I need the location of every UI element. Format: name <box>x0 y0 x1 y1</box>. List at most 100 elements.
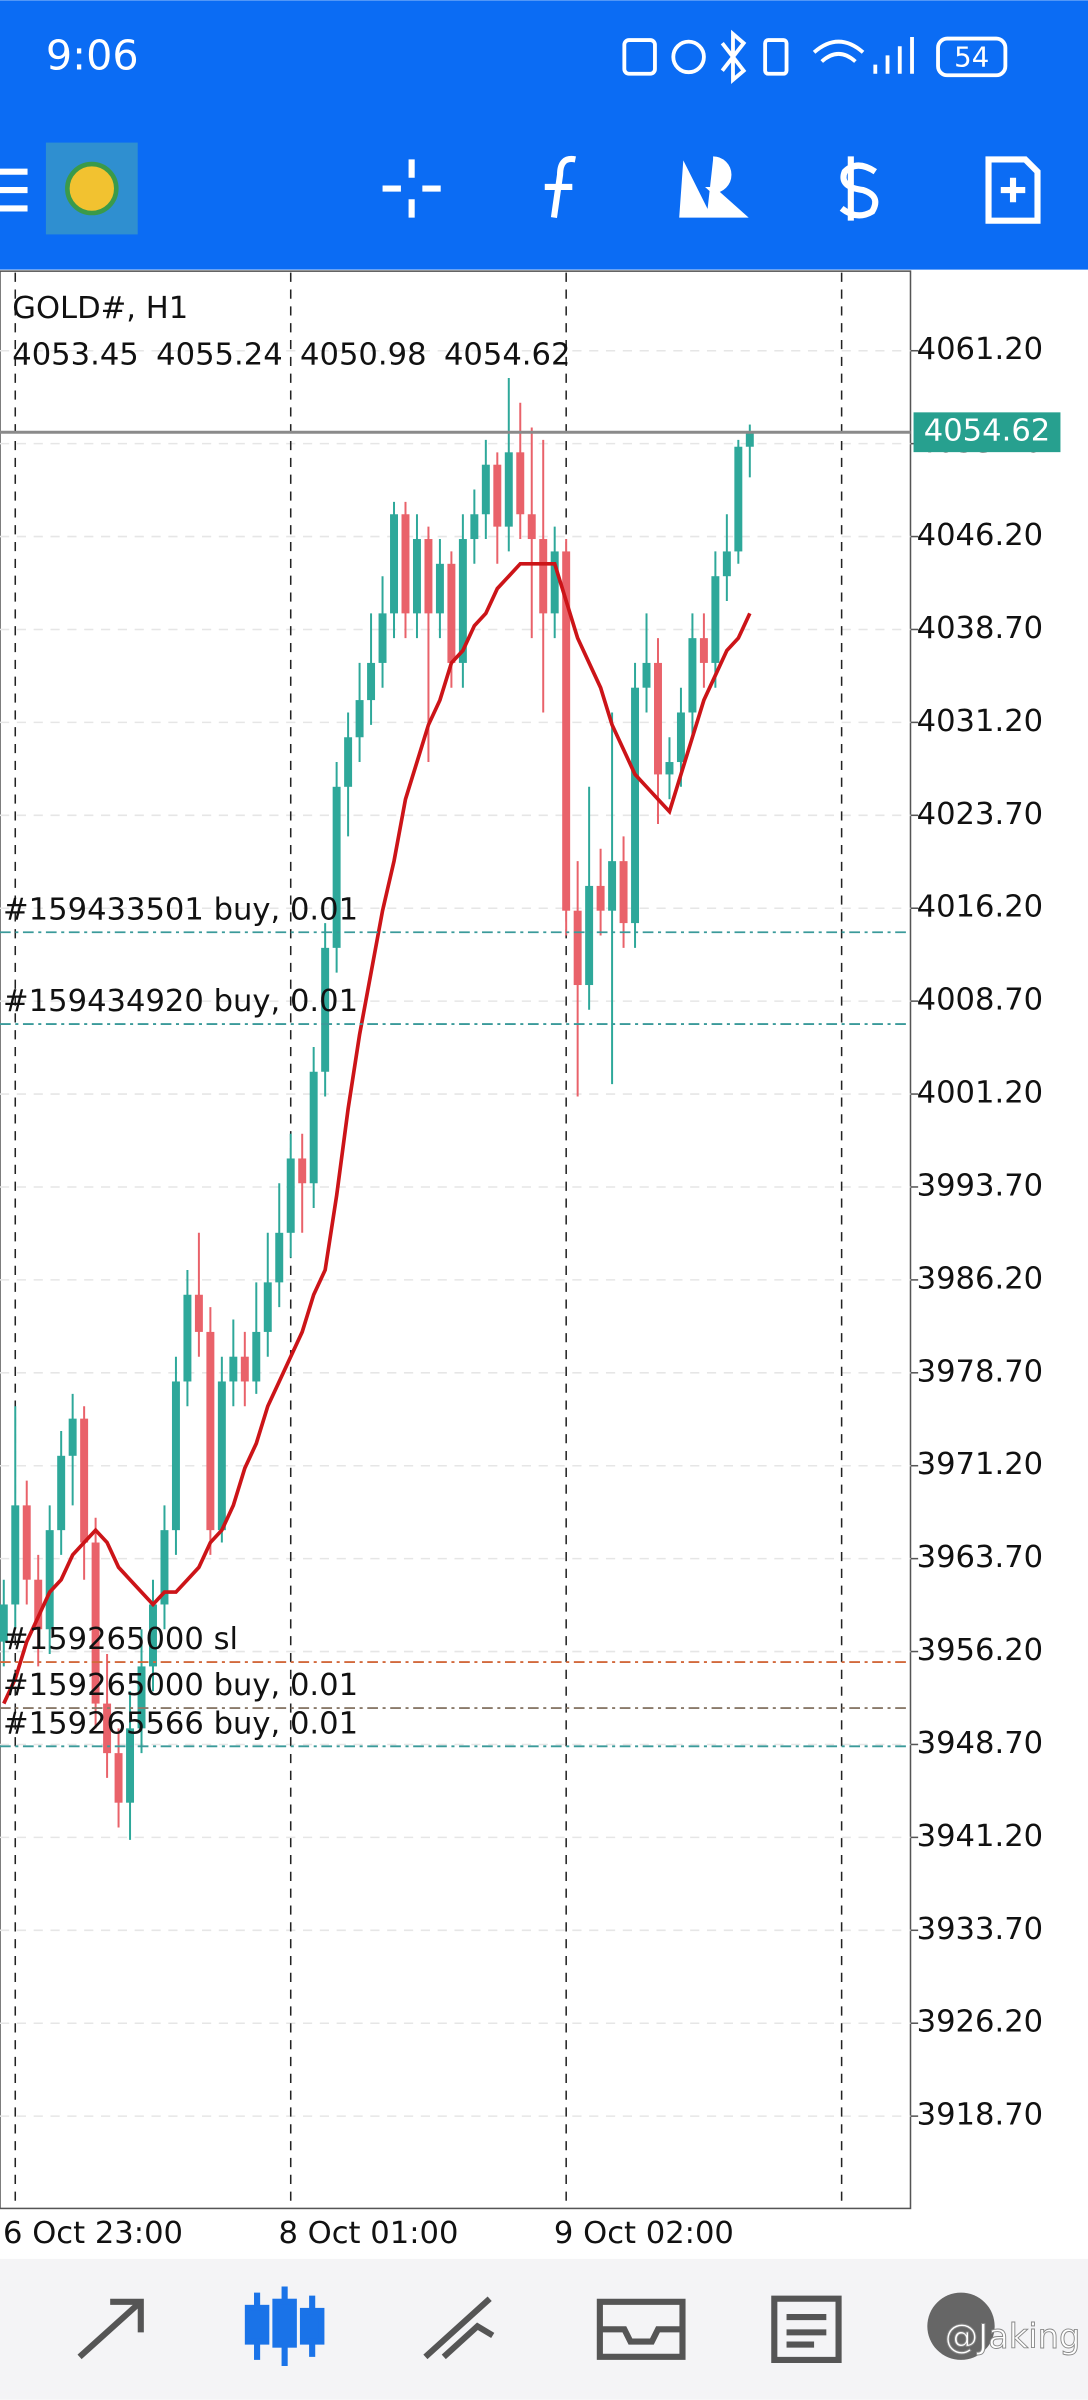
candle-body <box>355 700 364 738</box>
top-bar <box>0 0 1088 270</box>
candle-body <box>458 539 467 663</box>
y-tick-label: 4008.70 <box>917 983 1044 1018</box>
quotes-tab[interactable] <box>77 2298 144 2360</box>
crosshair-button[interactable] <box>382 159 441 218</box>
candle-body <box>470 514 479 540</box>
candle-body <box>149 1604 157 1667</box>
y-tick-label: 4023.70 <box>917 797 1044 832</box>
candle-body <box>654 662 662 775</box>
candle-body <box>504 452 513 527</box>
candle-body <box>711 576 720 663</box>
y-tick-label: 3986.20 <box>917 1261 1044 1296</box>
candle-body <box>367 662 376 701</box>
candle-body <box>171 1381 180 1531</box>
candle-body <box>493 464 502 527</box>
candle-body <box>665 762 674 775</box>
candle-body <box>321 947 330 1072</box>
candle-body <box>206 1331 215 1531</box>
y-tick-label: 3926.20 <box>917 2005 1044 2040</box>
x-tick-label: 6 Oct 23:00 <box>3 2216 183 2251</box>
candle-body <box>229 1356 238 1382</box>
order-label: #159265000 sl <box>3 1622 238 1657</box>
candle-body <box>194 1294 203 1332</box>
news-tab[interactable] <box>771 2295 842 2363</box>
candle-body <box>252 1331 261 1382</box>
watermark: @Jaking <box>945 2317 1081 2356</box>
chart-title: GOLD#, H1 <box>12 291 188 326</box>
y-tick-label: 3956.20 <box>917 1633 1044 1668</box>
candle-body <box>240 1356 249 1382</box>
candle-body <box>481 464 490 515</box>
bottom-nav-icons <box>77 2286 995 2367</box>
candle-body <box>424 539 433 614</box>
plot-area <box>0 270 912 2210</box>
history-tab[interactable] <box>596 2298 686 2360</box>
candle-body <box>0 1604 8 1642</box>
indicators-button[interactable] <box>544 155 576 219</box>
y-tick-label: 3978.70 <box>917 1354 1044 1389</box>
candle-body <box>676 712 685 763</box>
objects-button[interactable] <box>679 156 749 218</box>
candle-body <box>539 539 548 614</box>
ohlc-readout: 4053.45 4055.24 4050.98 4054.62 <box>12 337 570 372</box>
candle-body <box>527 514 536 540</box>
order-label: #159265566 buy, 0.01 <box>3 1706 358 1741</box>
candle-body <box>516 452 525 515</box>
candle-body <box>378 613 387 663</box>
candle-body <box>275 1232 284 1283</box>
candle-body <box>745 432 754 447</box>
toolbar <box>0 142 1041 235</box>
candle-body <box>447 563 456 663</box>
candle-body <box>390 514 398 614</box>
candle-body <box>34 1579 43 1630</box>
candle-body <box>22 1505 31 1580</box>
settings-tab[interactable] <box>927 2292 995 2360</box>
candle-body <box>183 1294 192 1382</box>
candle-body <box>344 737 353 787</box>
order-label: #159433501 buy, 0.01 <box>3 892 358 927</box>
chart: 4061.204053.704046.204038.704031.204023.… <box>0 272 1061 2251</box>
candle-body <box>435 563 444 614</box>
moving-average <box>2 561 752 1705</box>
candle-body <box>217 1381 226 1531</box>
y-tick-label: 4016.20 <box>917 890 1044 925</box>
candle-body <box>45 1530 54 1630</box>
trade-tab[interactable] <box>423 2296 495 2360</box>
candle-body <box>631 687 640 924</box>
readout-high: 4055.24 <box>156 337 283 372</box>
candle-body <box>91 1542 100 1704</box>
battery-level: 54 <box>954 41 989 73</box>
trade-button[interactable] <box>839 156 879 221</box>
menu-button[interactable] <box>0 168 28 212</box>
y-tick-label: 4001.20 <box>917 1076 1044 1111</box>
candle-body <box>309 1071 318 1184</box>
candle-body <box>114 1753 123 1803</box>
candle-body <box>585 885 594 986</box>
y-tick-label: 3971.20 <box>917 1447 1044 1482</box>
readout-close: 4054.62 <box>444 337 571 372</box>
x-tick-label: 9 Oct 02:00 <box>554 2216 734 2251</box>
x-tick-label: 8 Oct 01:00 <box>278 2216 458 2251</box>
y-tick-label: 3993.70 <box>917 1168 1044 1203</box>
bottom-nav <box>0 2258 1088 2400</box>
y-tick-label: 4061.20 <box>917 332 1044 367</box>
candle-body <box>412 539 421 614</box>
candle-body <box>562 551 571 911</box>
new-order-button[interactable] <box>985 156 1041 224</box>
logo-mark <box>65 161 119 216</box>
candle-body <box>137 1666 146 1729</box>
candle-body <box>286 1158 295 1233</box>
candle-body <box>57 1455 66 1531</box>
candle-body <box>608 861 617 911</box>
candle-body <box>263 1282 272 1332</box>
candle-body <box>573 910 582 986</box>
chart-tab[interactable] <box>244 2286 325 2367</box>
candle-body <box>126 1728 135 1803</box>
candle-body <box>550 551 559 614</box>
y-tick-label: 3948.70 <box>917 1726 1044 1761</box>
y-tick-label: 3918.70 <box>917 2098 1044 2133</box>
price-label: 4054.62 <box>924 414 1051 449</box>
status-icons <box>622 29 1008 85</box>
y-tick-label: 3941.20 <box>917 1819 1044 1854</box>
